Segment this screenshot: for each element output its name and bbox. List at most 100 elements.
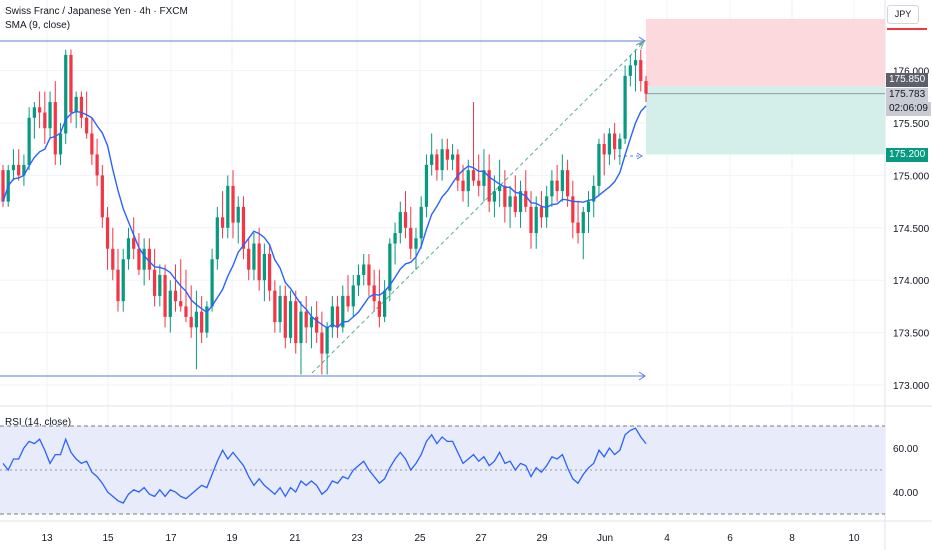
candle-body	[498, 185, 502, 192]
candles	[1, 49, 648, 375]
time-tick-label: 10	[848, 533, 860, 544]
candle-body	[618, 138, 622, 150]
candle-body	[419, 206, 423, 239]
price-tick-label: 174.500	[893, 224, 930, 235]
candle-body	[534, 206, 538, 234]
candle-body	[623, 75, 627, 139]
candle-body	[74, 96, 78, 113]
candle-body	[220, 217, 225, 228]
candle-body	[571, 196, 575, 223]
candle-body	[633, 60, 638, 66]
candle-body	[43, 112, 47, 129]
candle-body	[168, 290, 172, 317]
time-tick-label: Jun	[597, 533, 613, 544]
rsi-legend: RSI (14, close)	[5, 417, 72, 428]
candle-body	[257, 243, 261, 281]
candle-body	[179, 301, 183, 307]
candle-body	[560, 170, 564, 192]
time-tick-label: 23	[351, 533, 363, 544]
candle-body	[524, 191, 528, 207]
candle-body	[147, 248, 151, 270]
candle-body	[173, 290, 178, 302]
candle-body	[294, 301, 298, 344]
candle-body	[116, 269, 120, 302]
candle-body	[267, 254, 272, 291]
candle-body	[163, 274, 167, 317]
candle-body	[105, 217, 110, 249]
candle-body	[309, 316, 314, 328]
trend-projection-line	[311, 42, 644, 374]
candle-body	[513, 196, 517, 213]
rsi-pane	[0, 425, 885, 515]
candle-body	[435, 154, 439, 171]
candle-body	[121, 259, 125, 302]
candle-body	[262, 254, 267, 281]
candle-body	[586, 201, 591, 213]
candle-body	[79, 96, 84, 118]
candle-body	[205, 306, 209, 333]
last-price-tag: 175.783	[886, 88, 929, 102]
candle-body	[142, 248, 146, 270]
candle-body	[508, 196, 512, 207]
candle-body	[330, 306, 334, 328]
candle-body	[607, 133, 612, 155]
rsi-band	[0, 426, 885, 514]
target-price-tag: 175.200	[886, 148, 929, 162]
candle-body	[565, 170, 570, 197]
candle-body	[226, 185, 230, 228]
candle-body	[236, 206, 240, 223]
candle-body	[492, 191, 497, 202]
candle-body	[53, 102, 57, 155]
candle-body	[210, 259, 214, 307]
candle-body	[450, 154, 455, 160]
time-tick-label: 25	[414, 533, 426, 544]
time-tick-label: 13	[41, 533, 53, 544]
candle-body	[440, 149, 444, 171]
candle-body	[518, 191, 523, 213]
candle-body	[341, 295, 345, 328]
candle-body	[393, 233, 397, 244]
candle-body	[367, 264, 371, 286]
currency-button[interactable]: JPY	[887, 5, 919, 24]
stop-zone	[646, 19, 885, 87]
sma-line	[2, 105, 647, 329]
candle-body	[424, 164, 429, 207]
candle-body	[466, 170, 470, 192]
symbol-legend: Swiss Franc / Japanese Yen · 4h · FXCM	[5, 6, 188, 17]
candle-body	[247, 248, 251, 270]
candle-body	[471, 170, 476, 181]
candle-body	[382, 290, 387, 317]
candle-body	[477, 180, 481, 186]
candle-body	[48, 102, 52, 129]
rsi-tick-label: 60.00	[893, 444, 918, 455]
candle-body	[644, 81, 648, 94]
candle-body	[613, 133, 617, 150]
candle-body	[111, 248, 115, 270]
candle-body	[403, 212, 408, 228]
time-tick-label: 15	[102, 533, 114, 544]
price-tick-label: 174.000	[893, 276, 930, 287]
rsi-polyline	[2, 427, 647, 504]
lower-level-arrow	[638, 371, 646, 381]
time-tick-label: 27	[475, 533, 487, 544]
candle-body	[85, 117, 89, 134]
candle-body	[278, 295, 282, 323]
candle-body	[100, 175, 104, 218]
time-tick-label: 17	[165, 533, 177, 544]
candle-body	[430, 154, 434, 165]
candle-body	[550, 180, 554, 197]
candle-body	[22, 164, 26, 176]
target-dash-arrow	[636, 152, 643, 160]
price-tick-label: 175.000	[893, 171, 930, 182]
candle-body	[335, 306, 340, 328]
candle-body	[152, 269, 157, 296]
price-tick-label: 173.000	[893, 381, 930, 392]
stop-price-tag: 175.850	[886, 73, 929, 87]
candle-body	[126, 238, 131, 260]
candle-body	[37, 107, 42, 113]
sma-polyline	[2, 105, 647, 329]
trend-projection-arrow	[635, 39, 645, 50]
candle-body	[17, 164, 21, 176]
candle-body	[1, 170, 5, 202]
